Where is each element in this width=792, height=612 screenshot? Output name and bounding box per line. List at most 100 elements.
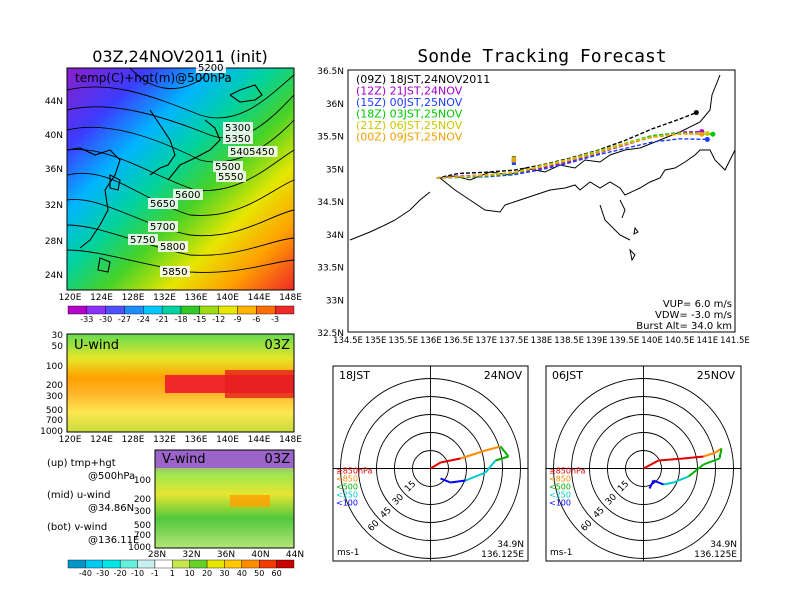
lon-tick-label: 136E [420,336,442,346]
hodograph-segment [663,481,674,486]
pressure-tick-label: 100 [46,362,63,372]
lon-tick-label: 137E [475,336,497,346]
pressure-tick-label: 500 [46,406,63,416]
colorbar-label: -27 [118,315,131,324]
hodograph-segment [440,477,451,484]
contour-label: 5300 [225,123,250,134]
hodograph-date: 24NOV [484,369,523,382]
lon-tick-label: 124E [90,435,113,445]
legend-entry: (12Z) 21JST,24NOV [356,85,463,98]
hodograph-legend-entry: ≥850hPa [336,467,373,476]
hodograph-right: 06JST 25NOV34.9N136.125Ems-115304560≥850h… [545,365,742,562]
colorbar-swatch [67,559,86,569]
pressure-tick-label: 50 [52,342,64,352]
colorbar-label: -6 [252,315,260,324]
lon-tick-label: 135.5E [388,336,418,346]
lat-tick-label: 28N [45,237,63,247]
lat-tick-label: 40N [251,550,269,560]
hodograph-segment [429,461,442,470]
hodograph-lat: 34.9N [710,540,737,550]
left-title: 03Z,24NOV2011 (init) [92,47,268,66]
lon-tick-label: 120E [59,435,82,445]
hodograph-legend-entry: ≥850hPa [549,467,586,476]
colorbar-swatch [206,559,225,569]
colorbar-swatch [218,305,238,315]
lat-tick-label: 40N [45,131,63,141]
colorbar-label: -20 [114,569,127,578]
hodograph-unit: ms-1 [337,548,359,558]
param-text: Burst Alt= 34.0 km [636,321,732,332]
lon-tick-label: 120E [59,293,82,303]
contour-label: 5350 [225,134,250,145]
side-note: (mid) u-wind [47,490,110,501]
pressure-tick-label: 700 [134,531,151,541]
colorbar-label: -40 [79,569,92,578]
pressure-tick-label: 200 [134,495,151,505]
hodograph-segment [440,457,461,464]
colorbar-swatch [276,559,295,569]
lon-tick-label: 136E [185,435,208,445]
pressure-tick-label: 200 [46,381,63,391]
legend-entry: (18Z) 03JST,25NOV [356,108,463,121]
hodograph-segment [683,455,704,460]
lon-tick-label: 144E [248,435,271,445]
lon-tick-label: 132E [153,293,176,303]
hodograph-segment [465,471,486,482]
track-marker [511,158,516,163]
side-note: @136.11E [88,535,139,546]
colorbar-swatch [143,305,163,315]
lon-tick-label: 128E [122,293,145,303]
colorbar-label: -15 [193,315,206,324]
hodograph-segment [653,479,664,486]
wind-colorbar: -40 -30 -20 -10 -1 1 10 20 30 40 50 60 [67,559,295,578]
lon-tick-label: 141E [697,336,719,346]
lat-tick-label: 34N [326,231,344,241]
lat-tick-label: 36N [45,165,63,175]
contour-label: 5700 [150,222,175,233]
lat-tick-label: 36.5N [317,67,344,77]
pressure-tick-label: 100 [134,476,151,486]
hodograph-segment [673,475,689,484]
hodograph-segment [485,445,501,452]
hodograph-time: 18JST [339,369,370,382]
hodograph-legend-entry: <850 [549,475,571,484]
side-notes: (up) tmp+hgt @500hPa (mid) u-wind @34.86N (b… [47,458,139,546]
hodograph-segment [703,451,716,458]
hodograph-segment [648,480,655,489]
hodograph-segment [499,445,510,458]
side-note: (bot) v-wind [47,522,107,533]
colorbar-swatch [119,559,138,569]
hodograph-date: 25NOV [697,369,736,382]
hodograph-segment [460,449,486,460]
lat-tick-label: 24N [45,271,63,281]
colorbar-swatch [259,559,277,569]
hodograph-segment [495,455,509,462]
hodograph-legend-entry: <500 [549,483,571,492]
hodograph-legend-entry: <250 [336,491,358,500]
map-overlay-label: temp(C)+hgt(m)@500hPa [75,71,232,85]
hodograph-segment [703,457,720,466]
legend-entry: (15Z) 00JST,25NOV [356,96,463,109]
lat-tick-label: 44N [286,550,304,560]
contour-label: 5650 [150,199,175,210]
hodograph-lon: 136.125E [694,550,737,560]
param-text: VDW= -3.0 m/s [655,310,732,321]
colorbar-label: 40 [237,569,247,578]
lon-tick-label: 124E [90,293,113,303]
contour-label: 5405450 [230,147,275,158]
contour-label: 5600 [175,190,200,201]
colorbar-label: 60 [272,569,282,578]
track-legend: (09Z) 18JST,24NOV2011(12Z) 21JST,24NOV(1… [356,73,490,144]
lon-tick-label: 136.5E [444,336,474,346]
pressure-tick-label: 1000 [128,543,151,553]
lon-tick-label: 138.5E [554,336,584,346]
pressure-tick-label: 300 [134,507,151,517]
lat-tick-label: 32.5N [317,329,344,339]
colorbar-label: -21 [156,315,169,324]
contour-label: 5200 [198,63,223,74]
